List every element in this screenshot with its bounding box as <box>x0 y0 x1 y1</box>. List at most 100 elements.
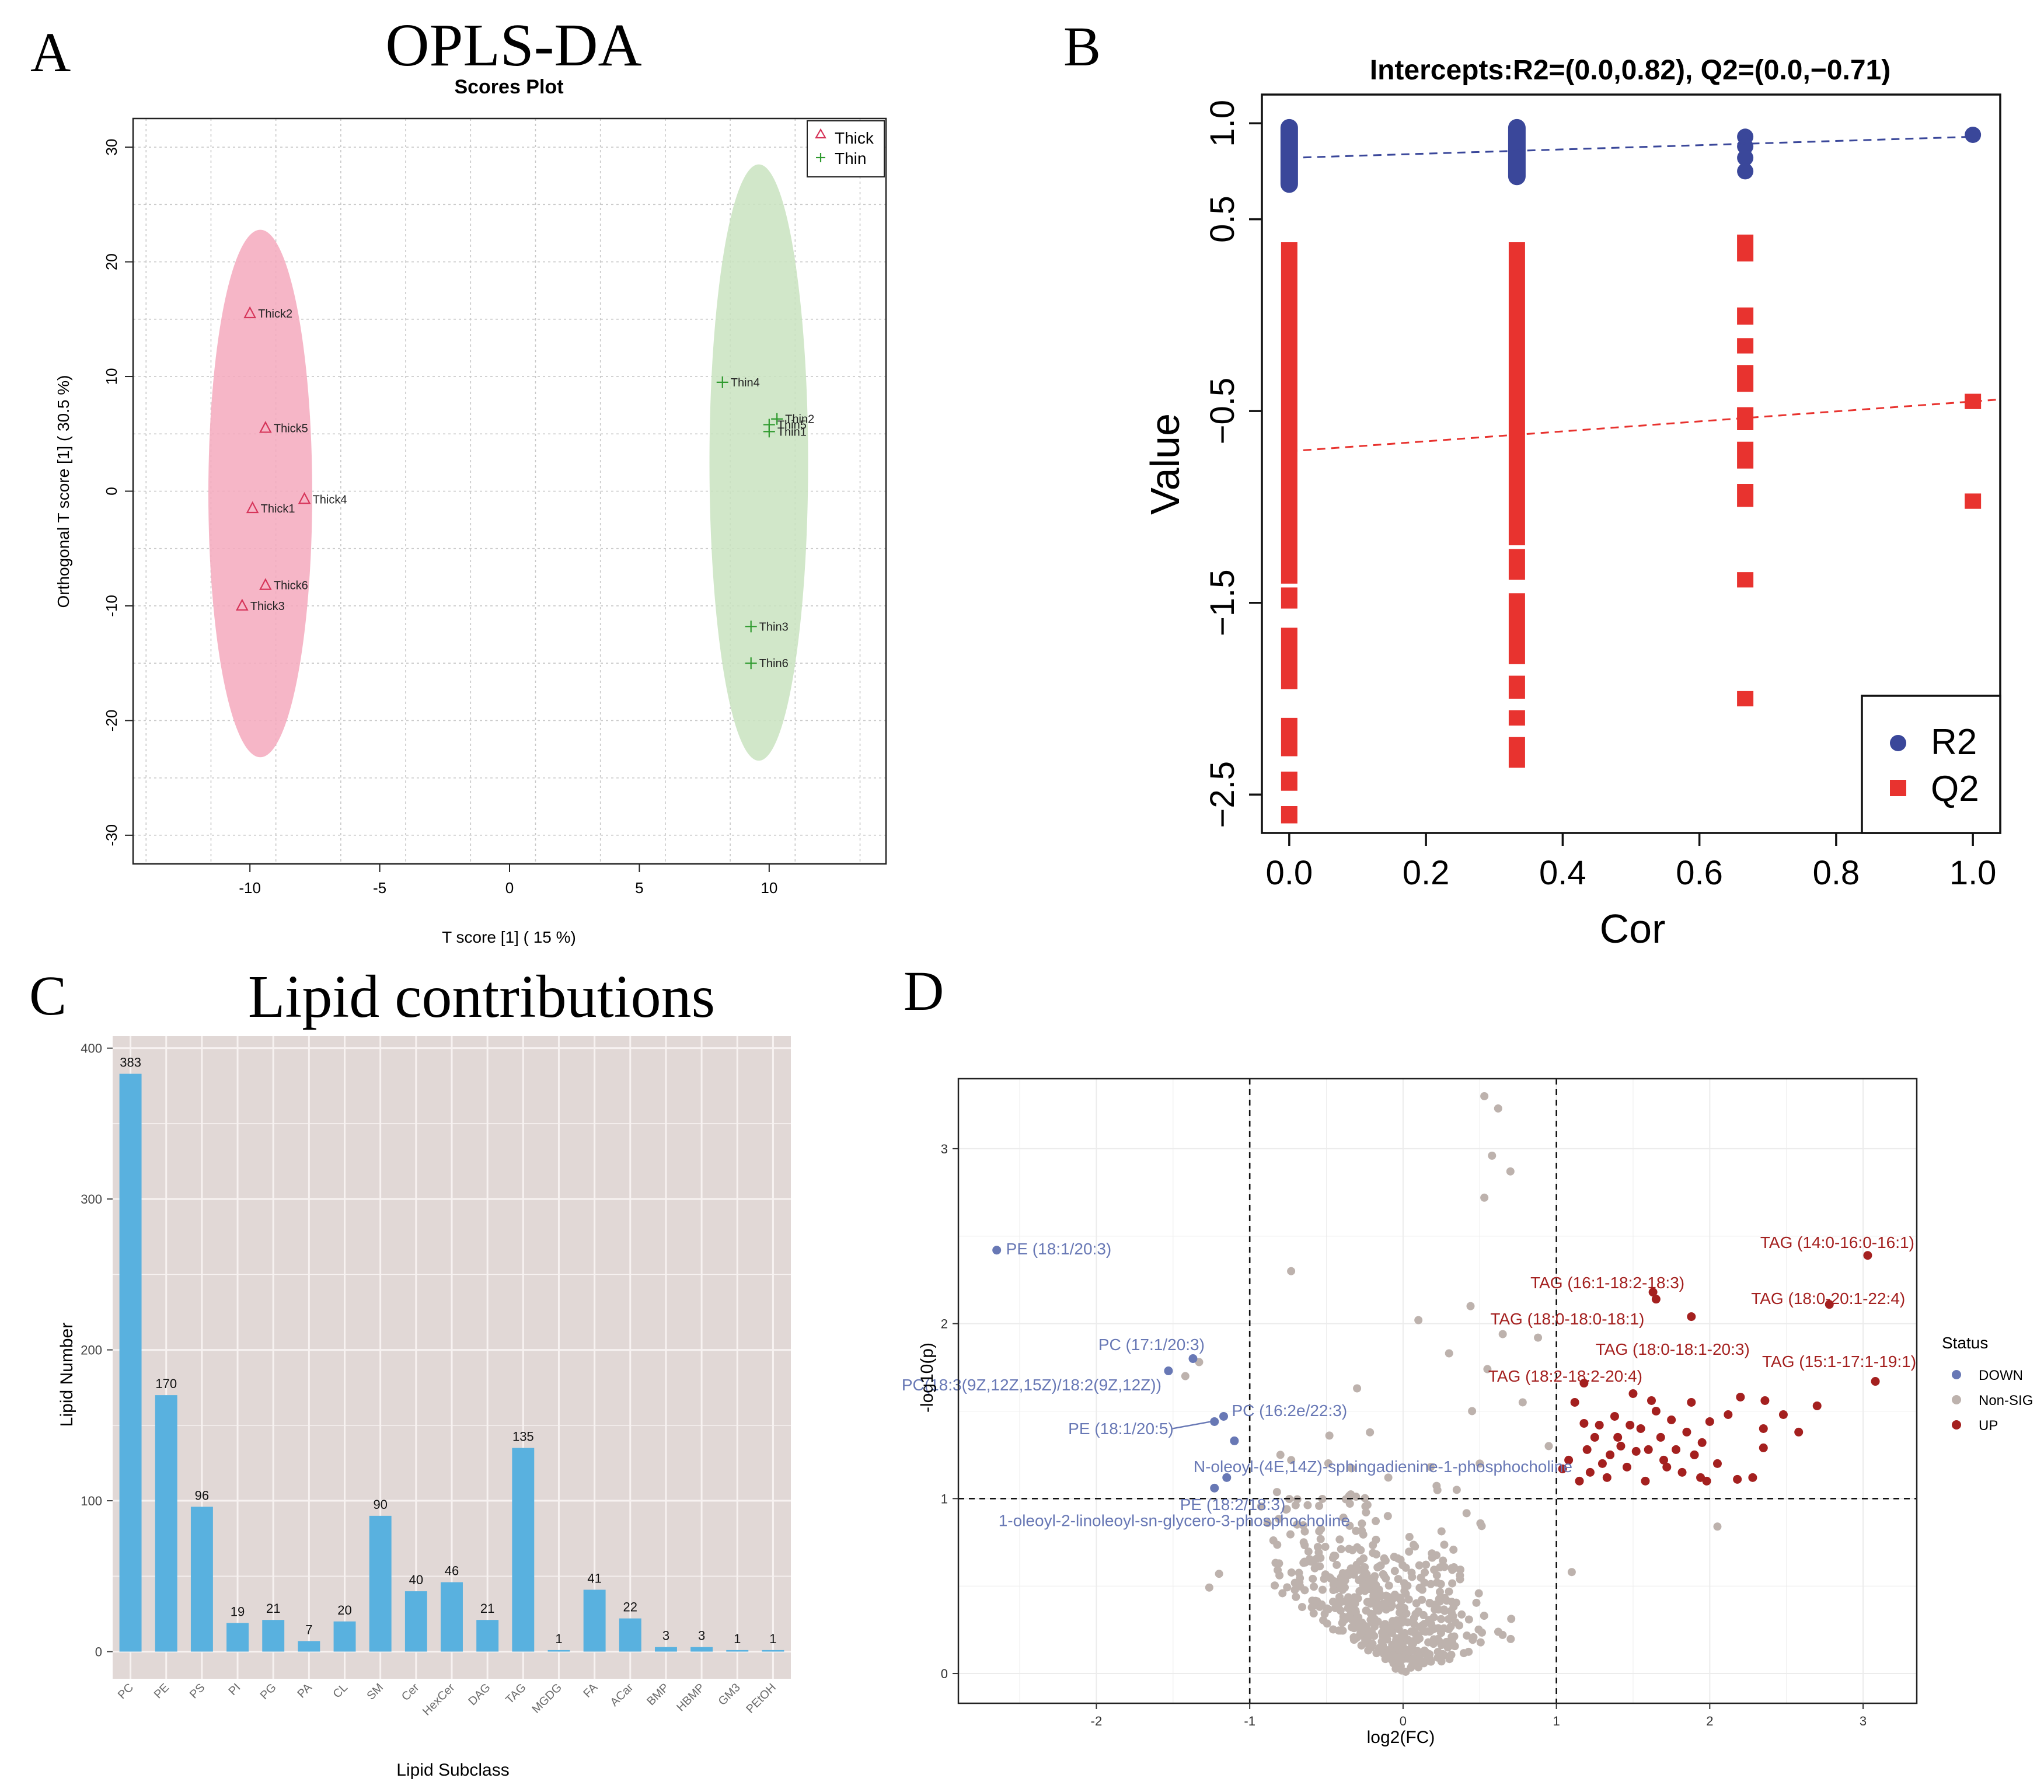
bar-value-label: 1 <box>769 1631 776 1646</box>
point-up <box>1690 1450 1699 1459</box>
q2-marks <box>1508 710 1525 726</box>
point-nonsig <box>1373 1600 1382 1609</box>
point-up <box>1724 1410 1733 1419</box>
point-nonsig <box>1358 1519 1366 1528</box>
point-nonsig <box>1456 1571 1464 1580</box>
point-nonsig <box>1368 1610 1377 1619</box>
point-up <box>1760 1396 1770 1405</box>
panel-letter-d: D <box>904 960 944 1022</box>
point-nonsig <box>1418 1595 1426 1604</box>
point-nonsig <box>1337 1573 1345 1582</box>
bar-value-label: 135 <box>512 1430 534 1444</box>
y-tick-label: 0 <box>103 487 120 495</box>
point-nonsig <box>1494 1104 1502 1113</box>
x-tick-label: SM <box>364 1681 386 1703</box>
point-nonsig <box>1356 1629 1365 1637</box>
bar-ps <box>190 1507 213 1652</box>
panel-b-legend-box <box>1861 695 2001 834</box>
point-nonsig <box>1335 1535 1344 1544</box>
point-nonsig <box>1476 1459 1484 1468</box>
point-nonsig <box>1278 1589 1287 1598</box>
point-nonsig <box>1297 1603 1306 1612</box>
point-nonsig <box>1463 1631 1471 1640</box>
point-nonsig <box>1353 1384 1362 1393</box>
point-nonsig <box>1433 1634 1442 1643</box>
point-up <box>1622 1462 1631 1472</box>
point-nonsig <box>1415 1561 1424 1570</box>
point-up <box>1656 1432 1665 1442</box>
point-nonsig <box>1403 1618 1412 1627</box>
panel-c-xlabel: Lipid Subclass <box>396 1760 509 1780</box>
point-nonsig <box>1445 1587 1453 1596</box>
panel-a-points: Thick2 Thick5 Thick4 Thick1 Thick6 Thick3 Thin… <box>236 306 814 670</box>
point-nonsig <box>1434 1605 1443 1614</box>
legend-down-label: DOWN <box>1979 1368 2023 1383</box>
point-nonsig <box>1400 1579 1408 1588</box>
point-nonsig <box>1329 1625 1338 1634</box>
volcano-label: TAG (14:0-16:0-16:1) <box>1760 1233 1914 1251</box>
x-tick-label: PA <box>295 1681 315 1701</box>
point-up <box>1733 1474 1742 1484</box>
panel-d-legend: Status DOWN Non-SIG UP <box>1942 1334 2033 1434</box>
bar-value-label: 22 <box>623 1600 637 1615</box>
y-tick-label: 200 <box>81 1343 102 1358</box>
q2-marks <box>1737 441 1754 469</box>
point-up <box>1590 1432 1599 1442</box>
point-nonsig <box>1316 1535 1325 1543</box>
x-tick-label: FA <box>581 1681 600 1700</box>
point-nonsig <box>1392 1640 1401 1649</box>
volcano-label: TAG (18:2-18:2-20:4) <box>1488 1367 1642 1385</box>
bar-acar <box>619 1618 641 1652</box>
point-nonsig <box>1382 1574 1390 1583</box>
point-up <box>1595 1420 1604 1430</box>
volcano-label: PE (18:1/20:5) <box>1068 1420 1174 1438</box>
point-nonsig <box>1435 1588 1444 1596</box>
point-nonsig <box>1506 1634 1515 1643</box>
point-nonsig <box>1480 1092 1489 1100</box>
point-nonsig <box>1358 1526 1366 1535</box>
legend-down-marker <box>1952 1370 1961 1379</box>
panel-b-ylabel: Value <box>1142 413 1188 515</box>
point-nonsig <box>1419 1659 1428 1668</box>
point-nonsig <box>1271 1559 1280 1567</box>
bar-value-label: 1 <box>734 1631 741 1646</box>
point-nonsig <box>1432 1481 1441 1490</box>
point-up <box>1570 1397 1579 1407</box>
point-up <box>1662 1462 1672 1472</box>
point-up <box>1687 1397 1696 1407</box>
point-up <box>1736 1392 1745 1401</box>
score-point-thick1 <box>246 501 259 514</box>
score-point-thin6 <box>745 657 757 670</box>
point-nonsig <box>1345 1521 1354 1530</box>
bar-dag <box>476 1620 499 1652</box>
point-nonsig <box>1310 1582 1319 1591</box>
point-nonsig <box>1309 1609 1318 1618</box>
confidence-ellipse-thin <box>709 164 808 761</box>
point-nonsig <box>1420 1620 1429 1629</box>
bar-value-label: 21 <box>266 1601 280 1616</box>
y-tick-label: -20 <box>103 710 120 732</box>
volcano-label: PC(18:3(9Z,12Z,15Z)/18:2(9Z,12Z)) <box>902 1376 1161 1394</box>
x-tick-label: 0 <box>505 879 514 897</box>
legend-status-title: Status <box>1942 1334 1988 1352</box>
bar-value-label: 170 <box>155 1376 177 1391</box>
panel-b-frame <box>1261 93 2001 834</box>
point-nonsig <box>1356 1546 1365 1554</box>
point-down-labelled <box>1210 1483 1219 1493</box>
r2-points-stack <box>1508 118 1526 186</box>
point-nonsig <box>1325 1431 1334 1440</box>
point-nonsig <box>1282 1505 1290 1514</box>
point-nonsig <box>1381 1655 1390 1664</box>
point-up <box>1558 1464 1567 1473</box>
point-nonsig <box>1339 1513 1348 1522</box>
volcano-label: PE (18:1/20:3) <box>1006 1240 1112 1258</box>
x-tick-label: 1 <box>1553 1714 1560 1728</box>
point-up <box>1564 1455 1574 1465</box>
panel-b-points <box>1280 118 2001 824</box>
point-nonsig <box>1299 1521 1307 1530</box>
point-nonsig <box>1321 1542 1330 1551</box>
y-tick-label: 20 <box>103 253 120 270</box>
point-nonsig <box>1404 1654 1412 1663</box>
point-up <box>1606 1450 1615 1459</box>
panel-a-opls-da: OPLS-DA Scores Plot Thick2Thick5Thick4Th… <box>54 12 887 946</box>
